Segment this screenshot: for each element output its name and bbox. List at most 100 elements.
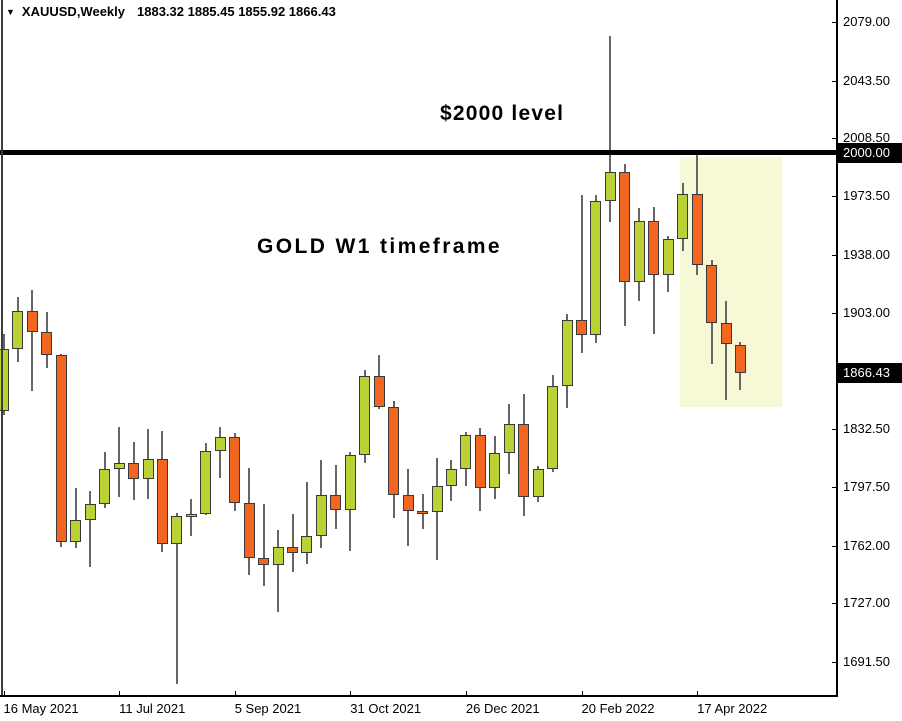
candle-bull — [99, 469, 111, 504]
time-axis-line — [0, 695, 838, 697]
price-label: 1727.00 — [843, 595, 890, 611]
price-label: 1938.00 — [843, 246, 890, 262]
symbol-dropdown-icon[interactable]: ▼ — [6, 7, 15, 17]
candle-bear — [518, 424, 530, 497]
time-label: 20 Feb 2022 — [581, 701, 655, 716]
time-tick — [234, 691, 236, 696]
candle-wick — [725, 301, 727, 400]
candle-bull — [272, 547, 284, 565]
candle-bull — [677, 193, 689, 240]
timeframe-annotation: GOLD W1 timeframe — [257, 235, 503, 258]
candle-bull — [547, 385, 559, 470]
time-label: 11 Jul 2021 — [119, 701, 186, 716]
candle-wick — [89, 491, 92, 567]
price-tick — [832, 429, 837, 431]
candle-bull — [113, 462, 125, 470]
candle-bear — [576, 320, 587, 336]
price-tick — [832, 486, 837, 488]
ohlc-readout: 1883.32 1885.45 1855.92 1866.43 — [137, 4, 336, 19]
candle-bull — [460, 434, 472, 470]
candle-bull — [532, 469, 544, 497]
candle-bear — [474, 434, 486, 489]
time-tick — [465, 691, 467, 696]
price-label: 2079.00 — [843, 14, 890, 30]
candle-wick — [74, 487, 77, 548]
price-tick — [832, 80, 837, 82]
candle-bear — [243, 503, 255, 559]
candle-bear — [734, 345, 746, 374]
price-tick — [832, 312, 837, 314]
candle-bull — [344, 455, 356, 511]
candle-wick — [219, 426, 222, 478]
candle-bull — [171, 516, 183, 544]
candle-wick — [291, 513, 294, 572]
price-tick — [832, 22, 837, 24]
price-label: 1797.50 — [843, 478, 890, 494]
time-label: 5 Sep 2021 — [234, 701, 302, 716]
candle-bull — [301, 536, 313, 554]
symbol-period-label: XAUUSD,Weekly — [21, 4, 125, 19]
time-tick — [3, 691, 5, 696]
candle-bull — [431, 485, 443, 512]
candle-bear — [720, 322, 732, 345]
candle-bear — [258, 558, 270, 565]
time-label: 16 May 2021 — [3, 701, 79, 716]
candle-bull — [214, 437, 226, 451]
candle-bull — [503, 424, 515, 454]
price-level-line-2000 — [0, 150, 836, 155]
candle-bear — [287, 547, 298, 554]
price-tick — [832, 254, 837, 256]
time-tick — [119, 691, 121, 696]
chart-left-border — [1, 0, 3, 695]
time-tick — [697, 691, 699, 696]
price-label: 1691.50 — [843, 654, 890, 670]
price-label: 1973.50 — [843, 188, 890, 204]
candle-bear — [156, 459, 168, 544]
candle-bear — [373, 375, 385, 408]
candle-bull — [590, 200, 602, 336]
candle-bull — [561, 320, 573, 386]
time-axis[interactable]: 16 May 2021 11 Jul 2021 5 Sep 2021 31 Oct 2… — [0, 691, 902, 721]
price-label: 2008.50 — [843, 130, 890, 146]
level-annotation: $2000 level — [440, 102, 565, 125]
candle-wick — [118, 426, 121, 498]
price-axis[interactable]: 2079.00 2043.50 2008.50 1973.50 1938.00 1903.… — [832, 0, 902, 695]
candle-bear — [402, 495, 414, 511]
current-price-badge: 1866.43 — [838, 363, 902, 384]
candle-bear — [619, 171, 631, 282]
plot-area[interactable]: $2000 level GOLD W1 timeframe ▼ XAUUSD,We… — [0, 0, 836, 695]
candle-bear — [26, 311, 38, 332]
candle-bull — [142, 459, 154, 480]
candle-wick — [175, 512, 178, 685]
candle-bull — [604, 171, 616, 201]
symbol-header: ▼ XAUUSD,Weekly 1883.32 1885.45 1855.92 18… — [6, 4, 336, 19]
candle-bull — [70, 520, 82, 542]
candle-bear — [691, 193, 703, 266]
price-label: 1762.00 — [843, 537, 890, 553]
price-tick — [832, 603, 837, 605]
time-label: 17 Apr 2022 — [697, 701, 768, 716]
candle-bear — [41, 331, 53, 355]
candle-bull — [489, 453, 501, 489]
price-tick — [832, 196, 837, 198]
price-tick — [832, 662, 837, 664]
candle-bull — [445, 469, 457, 486]
price-label: 1832.50 — [843, 421, 890, 437]
candle-bear — [417, 510, 429, 514]
candle-bull — [185, 514, 197, 518]
price-tick — [832, 545, 837, 547]
candle-bear — [706, 265, 718, 323]
price-label: 1903.00 — [843, 304, 890, 320]
candle-wick — [31, 290, 34, 391]
candle-bear — [388, 407, 400, 496]
candle-wick — [609, 36, 612, 222]
candle-bull — [0, 348, 9, 411]
price-label: 2043.50 — [843, 72, 890, 88]
candle-bull — [84, 503, 96, 521]
candle-bull — [359, 375, 371, 456]
candle-wick — [190, 499, 193, 536]
candle-bull — [200, 450, 212, 515]
candle-bull — [662, 239, 674, 276]
level-price-badge: 2000.00 — [838, 142, 902, 163]
